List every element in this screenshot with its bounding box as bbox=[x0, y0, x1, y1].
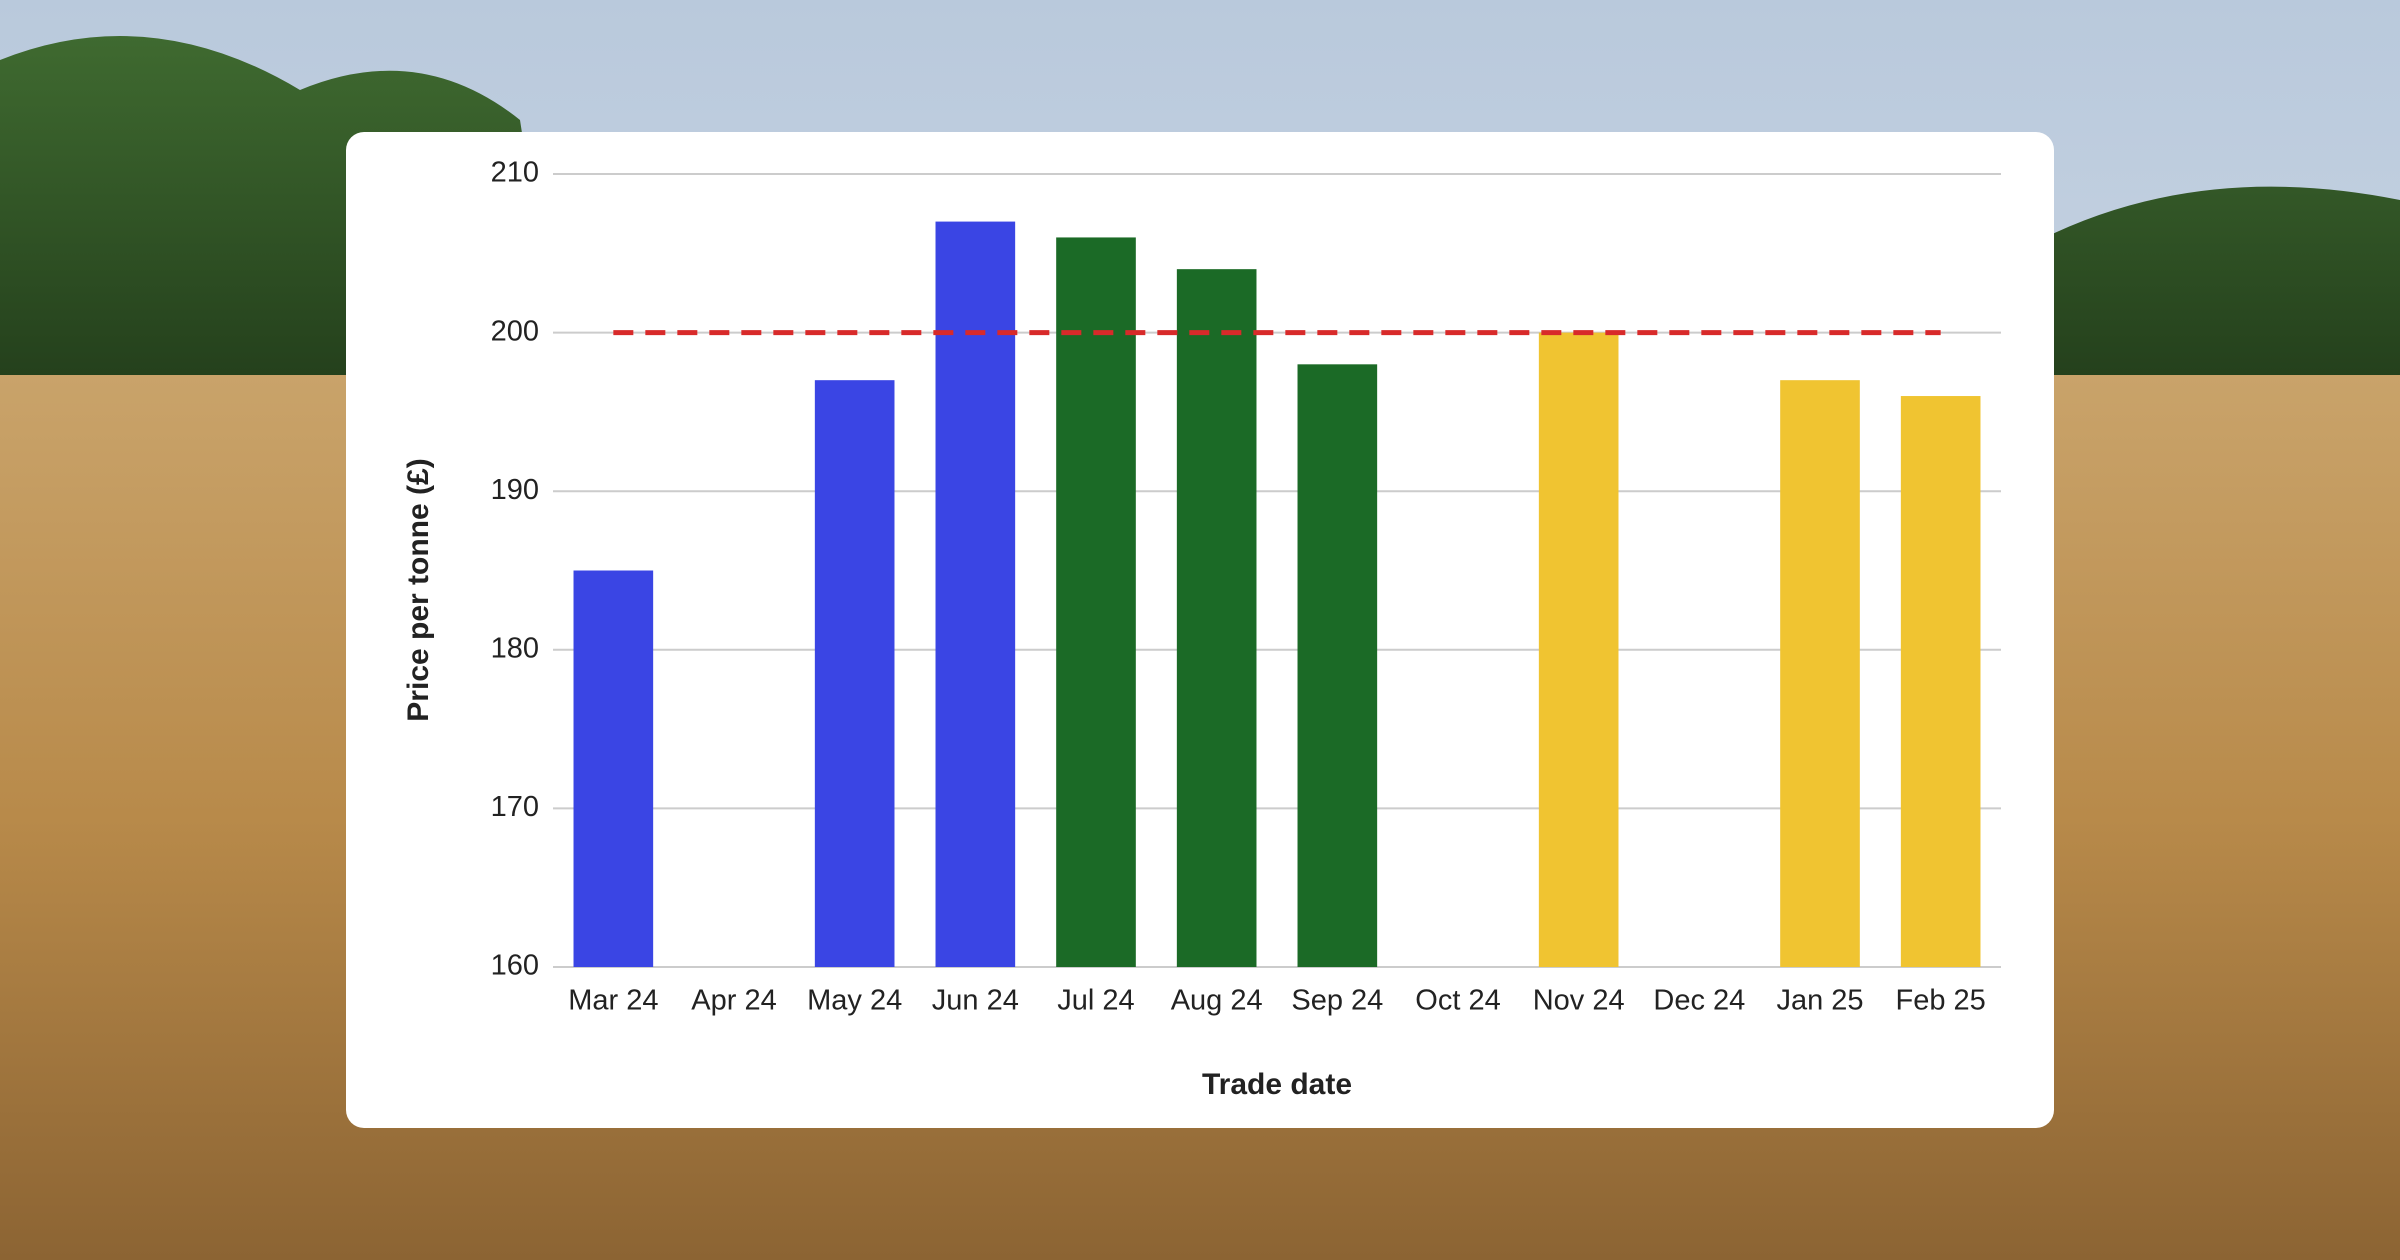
y-tick-label: 160 bbox=[491, 950, 539, 982]
bar bbox=[1176, 269, 1257, 967]
x-tick-label: Feb 25 bbox=[1896, 985, 1986, 1017]
bar bbox=[935, 221, 1016, 967]
y-tick-label: 210 bbox=[491, 157, 539, 189]
x-tick-label: Jan 25 bbox=[1776, 985, 1863, 1017]
y-tick-label: 200 bbox=[491, 315, 539, 347]
x-tick-label: Aug 24 bbox=[1171, 985, 1263, 1017]
x-tick-label: Apr 24 bbox=[691, 985, 776, 1017]
y-tick-label: 190 bbox=[491, 474, 539, 506]
y-axis-title: Price per tonne (£) bbox=[402, 458, 435, 721]
x-tick-label: Mar 24 bbox=[568, 985, 658, 1017]
x-tick-label: May 24 bbox=[807, 985, 902, 1017]
y-tick-label: 180 bbox=[491, 632, 539, 664]
x-tick-label: Jul 24 bbox=[1057, 985, 1134, 1017]
bar bbox=[1297, 364, 1378, 967]
x-tick-label: Nov 24 bbox=[1533, 985, 1625, 1017]
x-tick-label: Jun 24 bbox=[932, 985, 1019, 1017]
x-tick-label: Sep 24 bbox=[1291, 985, 1383, 1017]
bar bbox=[814, 380, 895, 967]
x-axis-title: Trade date bbox=[1202, 1068, 1352, 1101]
x-tick-label: Dec 24 bbox=[1653, 985, 1745, 1017]
bar bbox=[1900, 396, 1981, 967]
y-tick-label: 170 bbox=[491, 791, 539, 823]
bar bbox=[1538, 332, 1619, 968]
bar bbox=[1780, 380, 1860, 967]
bar bbox=[1056, 237, 1136, 967]
x-tick-label: Oct 24 bbox=[1415, 985, 1500, 1017]
bar bbox=[573, 570, 654, 967]
